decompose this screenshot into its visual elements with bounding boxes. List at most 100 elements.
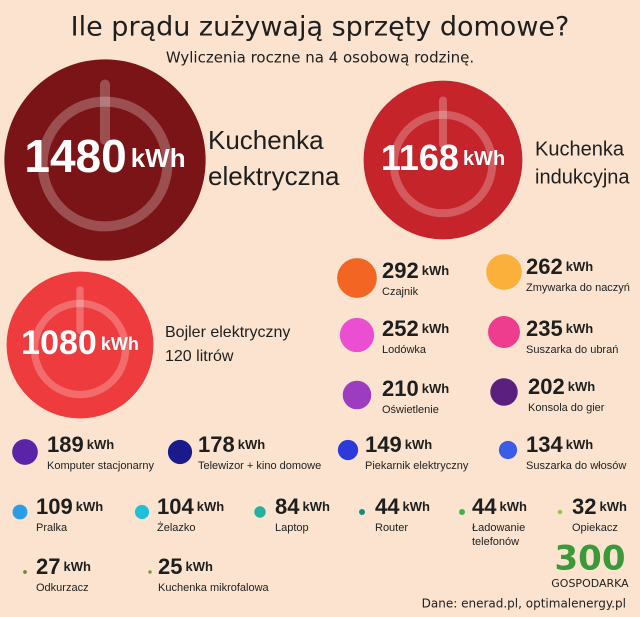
appliance-name: Kuchenka mikrofalowa [158, 582, 270, 594]
unit: kWh [566, 259, 594, 274]
value-label: 104 kWh [157, 494, 224, 519]
unit: kWh [422, 321, 450, 336]
bubble [12, 439, 38, 465]
appliance-name: Kuchenka [535, 138, 625, 160]
bubble [12, 504, 28, 520]
appliance-name: Suszarka do ubrań [526, 344, 618, 356]
value-label: 210 kWh [382, 376, 449, 401]
bubble [4, 59, 206, 261]
title: Ile prądu zużywają sprzęty domowe? [71, 12, 570, 43]
appliance-name: telefonów [472, 536, 519, 548]
value-label: 44 kWh [472, 494, 527, 519]
appliance-name: Opiekacz [572, 522, 618, 534]
appliance-name: Pralka [36, 522, 68, 534]
unit: kWh [197, 499, 225, 514]
value: 32 [572, 494, 596, 519]
bubble [148, 570, 152, 574]
value: 25 [158, 554, 182, 579]
value-label: 109 kWh [36, 494, 103, 519]
appliance-name: Kuchenka [208, 125, 324, 155]
bubble [342, 380, 372, 410]
appliance-name: Czajnik [382, 286, 419, 298]
appliance-name: Telewizor + kino domowe [198, 460, 321, 472]
power-icon [37, 96, 173, 232]
appliance-name: Router [375, 522, 408, 534]
appliance-name: Ładowanie [472, 522, 525, 534]
value: 149 [365, 432, 402, 457]
value: 44 [472, 494, 497, 519]
unit: kWh [599, 499, 627, 514]
appliance-name: Laptop [275, 522, 309, 534]
value: 235 [526, 316, 563, 341]
unit: kWh [463, 148, 505, 170]
value: 189 [47, 432, 84, 457]
bubble [23, 570, 27, 574]
appliance-name: Suszarka do włosów [526, 460, 626, 472]
unit: kWh [566, 437, 594, 452]
value-label: 1080 kWh [21, 324, 139, 362]
appliance-name: Lodówka [382, 344, 427, 356]
value-label: 252 kWh [382, 316, 449, 341]
appliance-name: Piekarnik elektryczny [365, 460, 469, 472]
bubble [167, 439, 193, 465]
value-label: 1168 kWh [381, 137, 505, 178]
unit: kWh [185, 559, 213, 574]
bubble [363, 80, 523, 240]
value: 252 [382, 316, 419, 341]
unit: kWh [402, 499, 430, 514]
bubble [337, 258, 377, 298]
bubble [490, 378, 518, 406]
value-label: 32 kWh [572, 494, 627, 519]
bubble [6, 271, 154, 419]
appliance-name: 120 litrów [165, 348, 234, 365]
value: 202 [528, 374, 565, 399]
value-label: 235 kWh [526, 316, 593, 341]
unit: kWh [566, 321, 594, 336]
unit: kWh [568, 379, 596, 394]
value: 210 [382, 376, 419, 401]
value-label: 178 kWh [198, 432, 265, 457]
value-label: 25 kWh [158, 554, 213, 579]
unit: kWh [87, 437, 115, 452]
appliance-name: Żelazko [157, 521, 196, 534]
value: 44 [375, 494, 400, 519]
value-label: 292 kWh [382, 258, 449, 283]
value-label: 262 kWh [526, 254, 593, 279]
bubble [359, 509, 365, 515]
source: Dane: enerad.pl, optimalenergy.pl [422, 597, 626, 611]
bubble [459, 509, 465, 515]
value: 27 [36, 554, 60, 579]
bubble [134, 504, 150, 520]
power-icon [30, 299, 130, 399]
appliance-name: Konsola do gier [528, 402, 605, 414]
appliance-name: Zmywarka do naczyń [526, 282, 630, 294]
value: 1080 [21, 324, 97, 362]
unit: kWh [422, 381, 450, 396]
value: 178 [198, 432, 235, 457]
value: 104 [157, 494, 194, 519]
value: 134 [526, 432, 563, 457]
power-icon [389, 110, 497, 218]
unit: kWh [238, 437, 266, 452]
unit: kWh [422, 263, 450, 278]
appliance-name: Komputer stacjonarny [47, 460, 154, 472]
value: 109 [36, 494, 73, 519]
value: 1480 [24, 130, 126, 182]
appliance-name: Bojler elektryczny [165, 324, 290, 341]
logo-text: GOSPODARKA [551, 577, 629, 590]
appliance-name: Oświetlenie [382, 404, 439, 416]
unit: kWh [302, 499, 330, 514]
logo: 300 [555, 539, 626, 579]
bubble [337, 439, 359, 461]
bubble [339, 317, 375, 353]
value: 1168 [381, 137, 459, 178]
value: 292 [382, 258, 419, 283]
value: 84 [275, 494, 300, 519]
value-label: 189 kWh [47, 432, 114, 457]
value-label: 84 kWh [275, 494, 330, 519]
value-label: 1480 kWh [24, 130, 185, 182]
appliance-name: Odkurzacz [36, 582, 89, 594]
value-label: 134 kWh [526, 432, 593, 457]
